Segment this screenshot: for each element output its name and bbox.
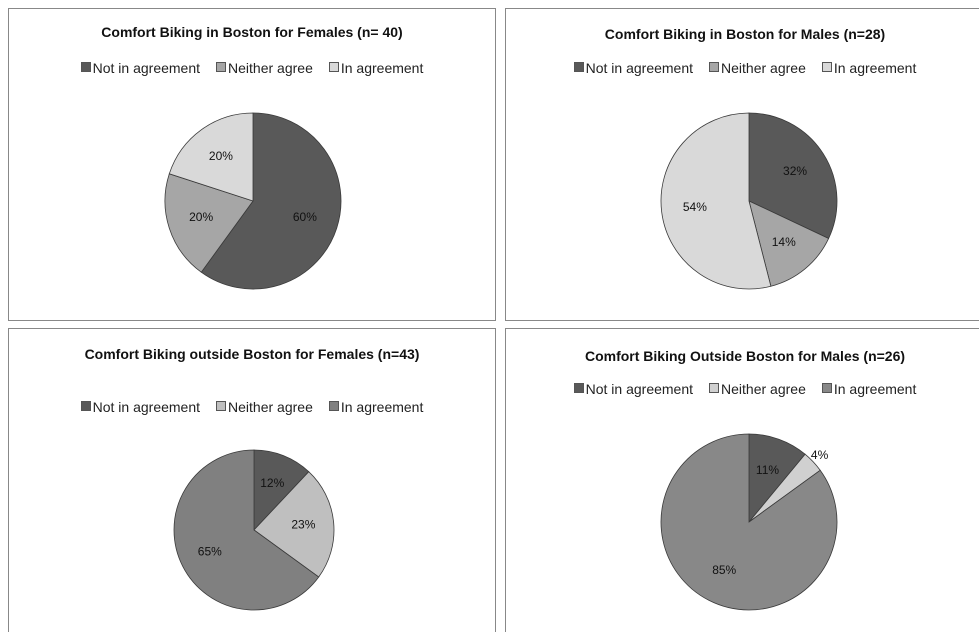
legend-swatch <box>573 62 584 72</box>
legend-label: In agreement <box>340 60 424 76</box>
data-label: 14% <box>772 235 796 249</box>
pie-slice <box>660 112 772 290</box>
data-label: 11% <box>756 463 779 477</box>
legend-label: Not in agreement <box>585 381 694 397</box>
legend-item: In agreement <box>821 60 917 76</box>
chart-panel: Comfort Biking in Boston for Females (n=… <box>8 8 496 321</box>
legend: Not in agreement Neither agree In agreemen… <box>9 399 495 415</box>
data-label: 20% <box>209 149 233 163</box>
pie-chart: 12% 23% 65% <box>173 449 335 611</box>
pie-chart: 11% 4% 85% <box>660 433 838 611</box>
chart-title: Comfort Biking in Boston for Males (n=28… <box>604 26 886 42</box>
legend-label: Not in agreement <box>585 60 694 76</box>
legend-label: Neither agree <box>721 60 806 76</box>
chart-title: Comfort Biking outside Boston for Female… <box>84 346 420 362</box>
legend: Not in agreement Neither agree In agreemen… <box>9 60 495 76</box>
legend: Not in agreement Neither agree In agreemen… <box>506 60 979 76</box>
legend-swatch <box>80 62 91 72</box>
legend-label: In agreement <box>833 381 917 397</box>
pie-slice <box>164 173 254 273</box>
legend-item: Not in agreement <box>573 381 694 397</box>
pie-chart: 60% 20% 20% <box>164 112 342 290</box>
pie-slice <box>168 112 254 202</box>
legend-item: Not in agreement <box>80 60 201 76</box>
legend-swatch <box>328 401 339 411</box>
legend-item: Neither agree <box>216 399 313 415</box>
legend-swatch <box>821 62 832 72</box>
legend-swatch <box>328 62 339 72</box>
pie-slice <box>748 200 830 287</box>
legend-item: Neither agree <box>216 60 313 76</box>
legend-swatch <box>709 62 720 72</box>
legend-label: Not in agreement <box>92 60 201 76</box>
legend-item: Neither agree <box>709 60 806 76</box>
chart-title: Comfort Biking Outside Boston for Males … <box>584 348 906 364</box>
legend-item: In agreement <box>821 381 917 397</box>
legend-label: In agreement <box>833 60 917 76</box>
legend-swatch <box>216 62 227 72</box>
data-label: 12% <box>260 476 284 490</box>
legend-label: Neither agree <box>228 399 313 415</box>
pie-slice <box>748 112 838 240</box>
legend-label: Neither agree <box>228 60 313 76</box>
pie-slice <box>173 449 320 611</box>
legend-item: In agreement <box>328 399 424 415</box>
chart-panel: Comfort Biking in Boston for Males (n=28… <box>505 8 979 321</box>
legend-item: Neither agree <box>709 381 806 397</box>
pie-chart: 32% 14% 54% <box>660 112 838 290</box>
legend-swatch <box>821 383 832 393</box>
data-label: 20% <box>189 210 213 224</box>
legend-label: In agreement <box>340 399 424 415</box>
legend-swatch <box>216 401 227 411</box>
pie-slice <box>253 449 310 532</box>
pie-slice <box>253 471 335 578</box>
legend-swatch <box>80 401 91 411</box>
data-label: 4% <box>811 448 829 462</box>
legend-label: Not in agreement <box>92 399 201 415</box>
legend-swatch <box>573 383 584 393</box>
legend-label: Neither agree <box>721 381 806 397</box>
legend-item: In agreement <box>328 60 424 76</box>
legend: Not in agreement Neither agree In agreemen… <box>506 381 979 397</box>
data-label: 23% <box>291 518 315 532</box>
legend-swatch <box>709 383 720 393</box>
chart-panel: Comfort Biking outside Boston for Female… <box>8 328 496 632</box>
data-label: 65% <box>198 545 222 559</box>
pie-slice <box>660 433 838 611</box>
data-label: 54% <box>683 200 707 214</box>
legend-item: Not in agreement <box>573 60 694 76</box>
data-label: 85% <box>712 563 736 577</box>
pie-slice <box>200 112 342 290</box>
data-label: 60% <box>293 210 317 224</box>
chart-panel: Comfort Biking Outside Boston for Males … <box>505 328 979 632</box>
legend-item: Not in agreement <box>80 399 201 415</box>
data-label: 32% <box>783 164 807 178</box>
chart-title: Comfort Biking in Boston for Females (n=… <box>101 24 403 40</box>
